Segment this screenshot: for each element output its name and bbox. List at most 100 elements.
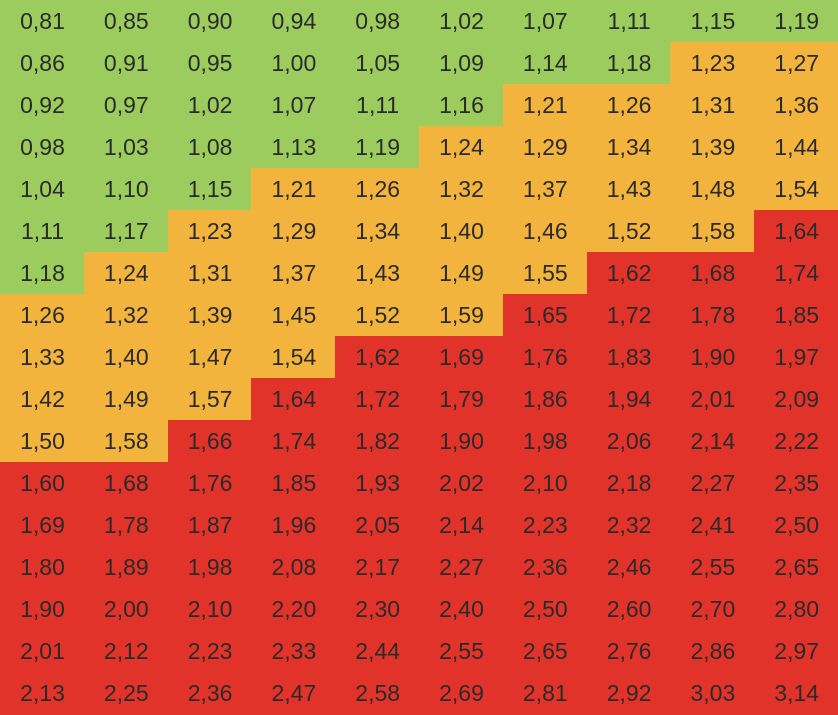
heatmap-cell: 1,17 (83, 210, 169, 253)
heatmap-cell: 1,58 (83, 420, 169, 463)
heatmap-cell: 1,66 (167, 420, 253, 463)
heatmap-cell: 0,91 (83, 42, 169, 85)
heatmap-cell: 2,20 (251, 588, 337, 631)
heatmap-cell: 2,55 (670, 546, 756, 589)
heatmap-cell: 1,10 (83, 168, 169, 211)
heatmap-cell: 1,29 (502, 126, 588, 169)
heatmap-cell: 2,97 (754, 630, 838, 673)
heatmap-cell: 2,17 (335, 546, 421, 589)
heatmap-cell: 1,90 (419, 420, 504, 463)
heatmap-cell: 1,62 (586, 252, 672, 295)
heatmap-cell: 2,46 (586, 546, 672, 589)
heatmap-cell: 1,16 (419, 84, 504, 127)
heatmap-cell: 2,22 (754, 420, 838, 463)
heatmap-cell: 0,86 (0, 42, 85, 85)
heatmap-cell: 2,18 (586, 462, 672, 505)
heatmap-cell: 1,54 (251, 336, 337, 379)
heatmap-cell: 1,97 (754, 336, 838, 379)
heatmap-cell: 1,76 (167, 462, 253, 505)
heatmap-cell: 1,69 (419, 336, 504, 379)
heatmap-cell: 1,24 (419, 126, 504, 169)
heatmap-cell: 2,86 (670, 630, 756, 673)
heatmap-cell: 1,78 (83, 504, 169, 547)
heatmap-cell: 1,79 (419, 378, 504, 421)
heatmap-cell: 0,90 (167, 0, 253, 43)
heatmap-cell: 2,01 (0, 630, 85, 673)
heatmap-cell: 2,27 (419, 546, 504, 589)
heatmap-cell: 1,59 (419, 294, 504, 337)
heatmap-cell: 1,34 (586, 126, 672, 169)
heatmap-cell: 1,02 (167, 84, 253, 127)
heatmap-cell: 2,41 (670, 504, 756, 547)
heatmap-cell: 0,85 (83, 0, 169, 43)
heatmap-cell: 2,08 (251, 546, 337, 589)
heatmap-cell: 1,43 (335, 252, 421, 295)
heatmap-cell: 2,25 (83, 672, 169, 715)
heatmap-cell: 1,39 (670, 126, 756, 169)
heatmap-cell: 1,72 (335, 378, 421, 421)
heatmap-cell: 2,76 (586, 630, 672, 673)
heatmap-cell: 1,18 (0, 252, 85, 295)
heatmap-cell: 1,34 (335, 210, 421, 253)
heatmap-cell: 2,55 (419, 630, 504, 673)
heatmap-cell: 2,81 (502, 672, 588, 715)
heatmap-cell: 2,40 (419, 588, 504, 631)
heatmap-cell: 1,64 (251, 378, 337, 421)
heatmap-cell: 1,19 (335, 126, 421, 169)
heatmap-cell: 2,06 (586, 420, 672, 463)
heatmap-cell: 1,24 (83, 252, 169, 295)
heatmap-cell: 2,00 (83, 588, 169, 631)
heatmap-cell: 1,09 (419, 42, 504, 85)
heatmap-cell: 0,98 (335, 0, 421, 43)
heatmap-cell: 1,42 (0, 378, 85, 421)
heatmap-cell: 2,92 (586, 672, 672, 715)
heatmap-cell: 2,01 (670, 378, 756, 421)
heatmap-cell: 1,85 (251, 462, 337, 505)
heatmap-cell: 1,14 (502, 42, 588, 85)
heatmap-cell: 1,04 (0, 168, 85, 211)
heatmap-cell: 1,78 (670, 294, 756, 337)
heatmap-cell: 2,35 (754, 462, 838, 505)
heatmap-cell: 1,11 (335, 84, 421, 127)
heatmap-cell: 1,44 (754, 126, 838, 169)
heatmap-cell: 1,31 (167, 252, 253, 295)
heatmap-cell: 1,21 (251, 168, 337, 211)
heatmap-cell: 1,82 (335, 420, 421, 463)
heatmap-cell: 1,98 (167, 546, 253, 589)
heatmap-cell: 1,57 (167, 378, 253, 421)
heatmap-cell: 2,12 (83, 630, 169, 673)
heatmap-cell: 2,58 (335, 672, 421, 715)
heatmap-cell: 1,60 (0, 462, 85, 505)
heatmap-cell: 1,18 (586, 42, 672, 85)
heatmap-cell: 1,83 (586, 336, 672, 379)
heatmap-cell: 2,65 (502, 630, 588, 673)
heatmap-cell: 1,98 (502, 420, 588, 463)
heatmap-cell: 1,54 (754, 168, 838, 211)
heatmap-cell: 0,97 (83, 84, 169, 127)
heatmap-cell: 2,36 (167, 672, 253, 715)
heatmap-cell: 1,90 (670, 336, 756, 379)
heatmap-cell: 1,33 (0, 336, 85, 379)
heatmap-cell: 2,09 (754, 378, 838, 421)
heatmap-cell: 1,76 (502, 336, 588, 379)
heatmap-cell: 1,94 (586, 378, 672, 421)
heatmap-cell: 1,00 (251, 42, 337, 85)
heatmap-cell: 1,03 (83, 126, 169, 169)
heatmap-cell: 2,70 (670, 588, 756, 631)
heatmap-cell: 1,37 (251, 252, 337, 295)
heatmap-cell: 1,72 (586, 294, 672, 337)
heatmap-cell: 2,32 (586, 504, 672, 547)
heatmap-cell: 1,64 (754, 210, 838, 253)
heatmap-cell: 3,03 (670, 672, 756, 715)
heatmap-cell: 1,80 (0, 546, 85, 589)
heatmap-cell: 1,07 (502, 0, 588, 43)
heatmap-cell: 1,50 (0, 420, 85, 463)
heatmap-cell: 1,62 (335, 336, 421, 379)
heatmap-cell: 1,08 (167, 126, 253, 169)
heatmap-cell: 1,47 (167, 336, 253, 379)
heatmap-cell: 1,23 (670, 42, 756, 85)
heatmap-cell: 1,19 (754, 0, 838, 43)
heatmap-cell: 1,69 (0, 504, 85, 547)
heatmap-cell: 1,52 (335, 294, 421, 337)
heatmap-cell: 1,90 (0, 588, 85, 631)
